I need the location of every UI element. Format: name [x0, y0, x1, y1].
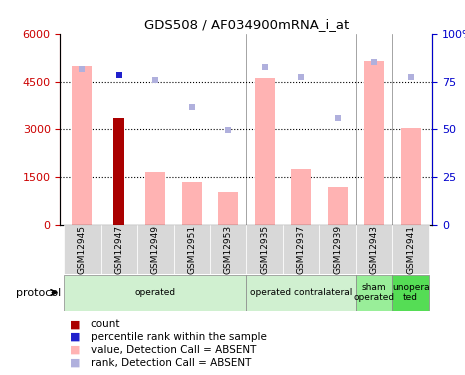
Text: GSM12945: GSM12945: [78, 225, 87, 274]
Text: value, Detection Call = ABSENT: value, Detection Call = ABSENT: [91, 345, 256, 355]
Bar: [356, 274, 392, 310]
Bar: [72, 66, 93, 225]
Text: GSM12947: GSM12947: [114, 225, 123, 274]
Bar: [100, 225, 137, 274]
Bar: [392, 225, 429, 274]
Bar: [182, 182, 202, 225]
Bar: [210, 225, 246, 274]
Text: ■: ■: [70, 358, 80, 368]
Text: GSM12939: GSM12939: [333, 225, 342, 274]
Bar: [392, 274, 429, 310]
Bar: [113, 118, 124, 225]
Bar: [64, 225, 100, 274]
Bar: [246, 225, 283, 274]
Text: sham
operated: sham operated: [353, 283, 395, 302]
Text: percentile rank within the sample: percentile rank within the sample: [91, 332, 266, 342]
Text: ■: ■: [70, 345, 80, 355]
Text: protocol: protocol: [16, 288, 61, 297]
Bar: [64, 274, 246, 310]
Bar: [137, 225, 173, 274]
Bar: [400, 128, 421, 225]
Bar: [319, 225, 356, 274]
Bar: [246, 274, 356, 310]
Bar: [218, 192, 238, 225]
Bar: [364, 61, 384, 225]
Text: unopera
ted: unopera ted: [392, 283, 429, 302]
Text: ■: ■: [70, 332, 80, 342]
Text: count: count: [91, 320, 120, 329]
Title: GDS508 / AF034900mRNA_i_at: GDS508 / AF034900mRNA_i_at: [144, 18, 349, 31]
Text: GSM12951: GSM12951: [187, 225, 196, 274]
Bar: [283, 225, 319, 274]
Bar: [356, 225, 392, 274]
Bar: [145, 172, 165, 225]
Text: operated: operated: [135, 288, 176, 297]
Bar: [173, 225, 210, 274]
Text: rank, Detection Call = ABSENT: rank, Detection Call = ABSENT: [91, 358, 251, 368]
Text: GSM12949: GSM12949: [151, 225, 160, 274]
Text: GSM12935: GSM12935: [260, 225, 269, 274]
Bar: [255, 78, 275, 225]
Text: operated contralateral: operated contralateral: [250, 288, 352, 297]
Text: ■: ■: [70, 320, 80, 329]
Bar: [328, 187, 348, 225]
Text: GSM12937: GSM12937: [297, 225, 306, 274]
Text: GSM12943: GSM12943: [370, 225, 379, 274]
Text: GSM12941: GSM12941: [406, 225, 415, 274]
Text: GSM12953: GSM12953: [224, 225, 232, 274]
Bar: [291, 169, 311, 225]
